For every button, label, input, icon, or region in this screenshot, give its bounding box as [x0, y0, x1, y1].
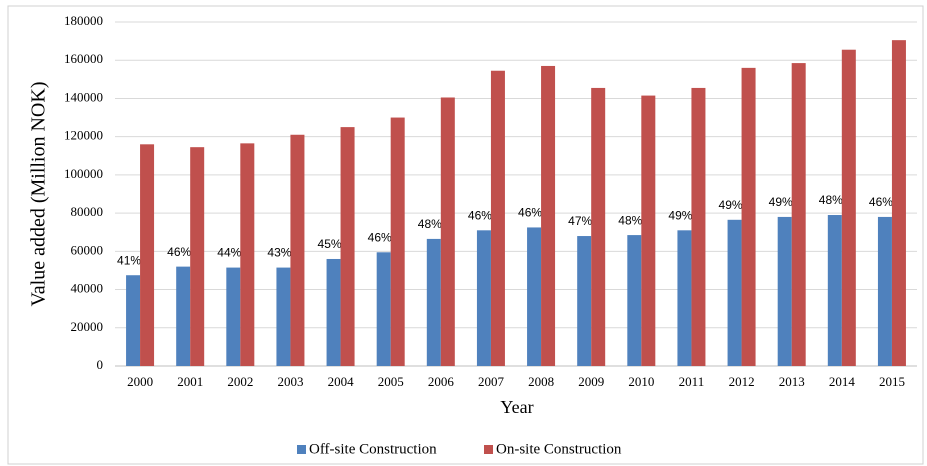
- bar: [827, 215, 842, 366]
- x-axis-title: Year: [500, 397, 533, 417]
- bar: [677, 230, 692, 366]
- bar: [841, 49, 856, 366]
- x-tick-label: 2001: [177, 374, 203, 389]
- bar: [627, 235, 642, 366]
- bar: [577, 236, 592, 366]
- x-tick-label: 2010: [628, 374, 654, 389]
- bar: [276, 267, 291, 366]
- legend-label: Off-site Construction: [309, 441, 437, 457]
- y-tick-label: 180000: [64, 13, 103, 28]
- bar: [891, 40, 906, 367]
- bar: [727, 219, 742, 366]
- x-tick-label: 2002: [227, 374, 253, 389]
- legend-swatch: [297, 445, 306, 454]
- bar: [741, 67, 756, 366]
- bar: [176, 266, 191, 366]
- legend-label: On-site Construction: [496, 441, 622, 457]
- chart-frame: [7, 5, 924, 465]
- annotation: 45%: [318, 237, 342, 251]
- bar: [591, 87, 606, 366]
- annotation: 46%: [869, 195, 893, 209]
- annotation: 49%: [668, 208, 692, 222]
- x-tick-label: 2000: [127, 374, 153, 389]
- x-tick-label: 2013: [779, 374, 805, 389]
- y-tick-label: 100000: [64, 166, 103, 181]
- x-tick-label: 2004: [328, 374, 355, 389]
- x-tick-label: 2007: [478, 374, 505, 389]
- bar: [791, 63, 806, 366]
- bar: [326, 258, 341, 366]
- annotation: 46%: [468, 208, 492, 222]
- annotation: 46%: [518, 206, 542, 220]
- y-tick-label: 80000: [71, 204, 104, 219]
- bar: [490, 70, 505, 366]
- annotation: 44%: [217, 246, 241, 260]
- bar: [691, 87, 706, 366]
- y-tick-label: 0: [97, 357, 104, 372]
- y-tick-label: 120000: [64, 128, 103, 143]
- annotation: 46%: [368, 230, 392, 244]
- x-tick-label: 2009: [578, 374, 604, 389]
- bar: [140, 144, 155, 366]
- y-axis-title: Value added (Million NOK): [28, 82, 50, 307]
- y-tick-label: 60000: [71, 242, 104, 257]
- x-tick-label: 2015: [879, 374, 905, 389]
- annotation: 43%: [267, 246, 291, 260]
- bar: [340, 127, 355, 366]
- bar: [777, 216, 792, 366]
- bar: [226, 267, 241, 366]
- bar: [376, 252, 391, 366]
- x-tick-label: 2012: [729, 374, 755, 389]
- y-tick-label: 40000: [71, 281, 104, 296]
- annotation: 48%: [618, 213, 642, 227]
- bar: [290, 134, 305, 366]
- annotation: 48%: [418, 217, 442, 231]
- bar: [390, 117, 405, 366]
- x-tick-label: 2014: [829, 374, 856, 389]
- annotation: 46%: [167, 245, 191, 259]
- annotation: 49%: [769, 195, 793, 209]
- bar: [877, 216, 892, 366]
- y-tick-label: 20000: [71, 319, 104, 334]
- annotation: 47%: [568, 214, 592, 228]
- bar: [190, 147, 205, 366]
- x-tick-label: 2008: [528, 374, 554, 389]
- x-tick-label: 2003: [277, 374, 303, 389]
- x-tick-label: 2011: [679, 374, 705, 389]
- y-tick-label: 140000: [64, 89, 103, 104]
- bar: [240, 143, 255, 366]
- bar: [440, 97, 455, 366]
- x-tick-label: 2006: [428, 374, 455, 389]
- annotation: 49%: [719, 198, 743, 212]
- bar: [527, 227, 542, 366]
- bar: [641, 95, 656, 367]
- bar: [126, 275, 141, 366]
- x-tick-label: 2005: [378, 374, 404, 389]
- annotation: 41%: [117, 253, 141, 267]
- legend-swatch: [484, 445, 493, 454]
- bar: [541, 65, 556, 366]
- annotation: 48%: [819, 193, 843, 207]
- bar: [476, 230, 491, 366]
- bar: [426, 238, 441, 366]
- y-tick-label: 160000: [64, 51, 103, 66]
